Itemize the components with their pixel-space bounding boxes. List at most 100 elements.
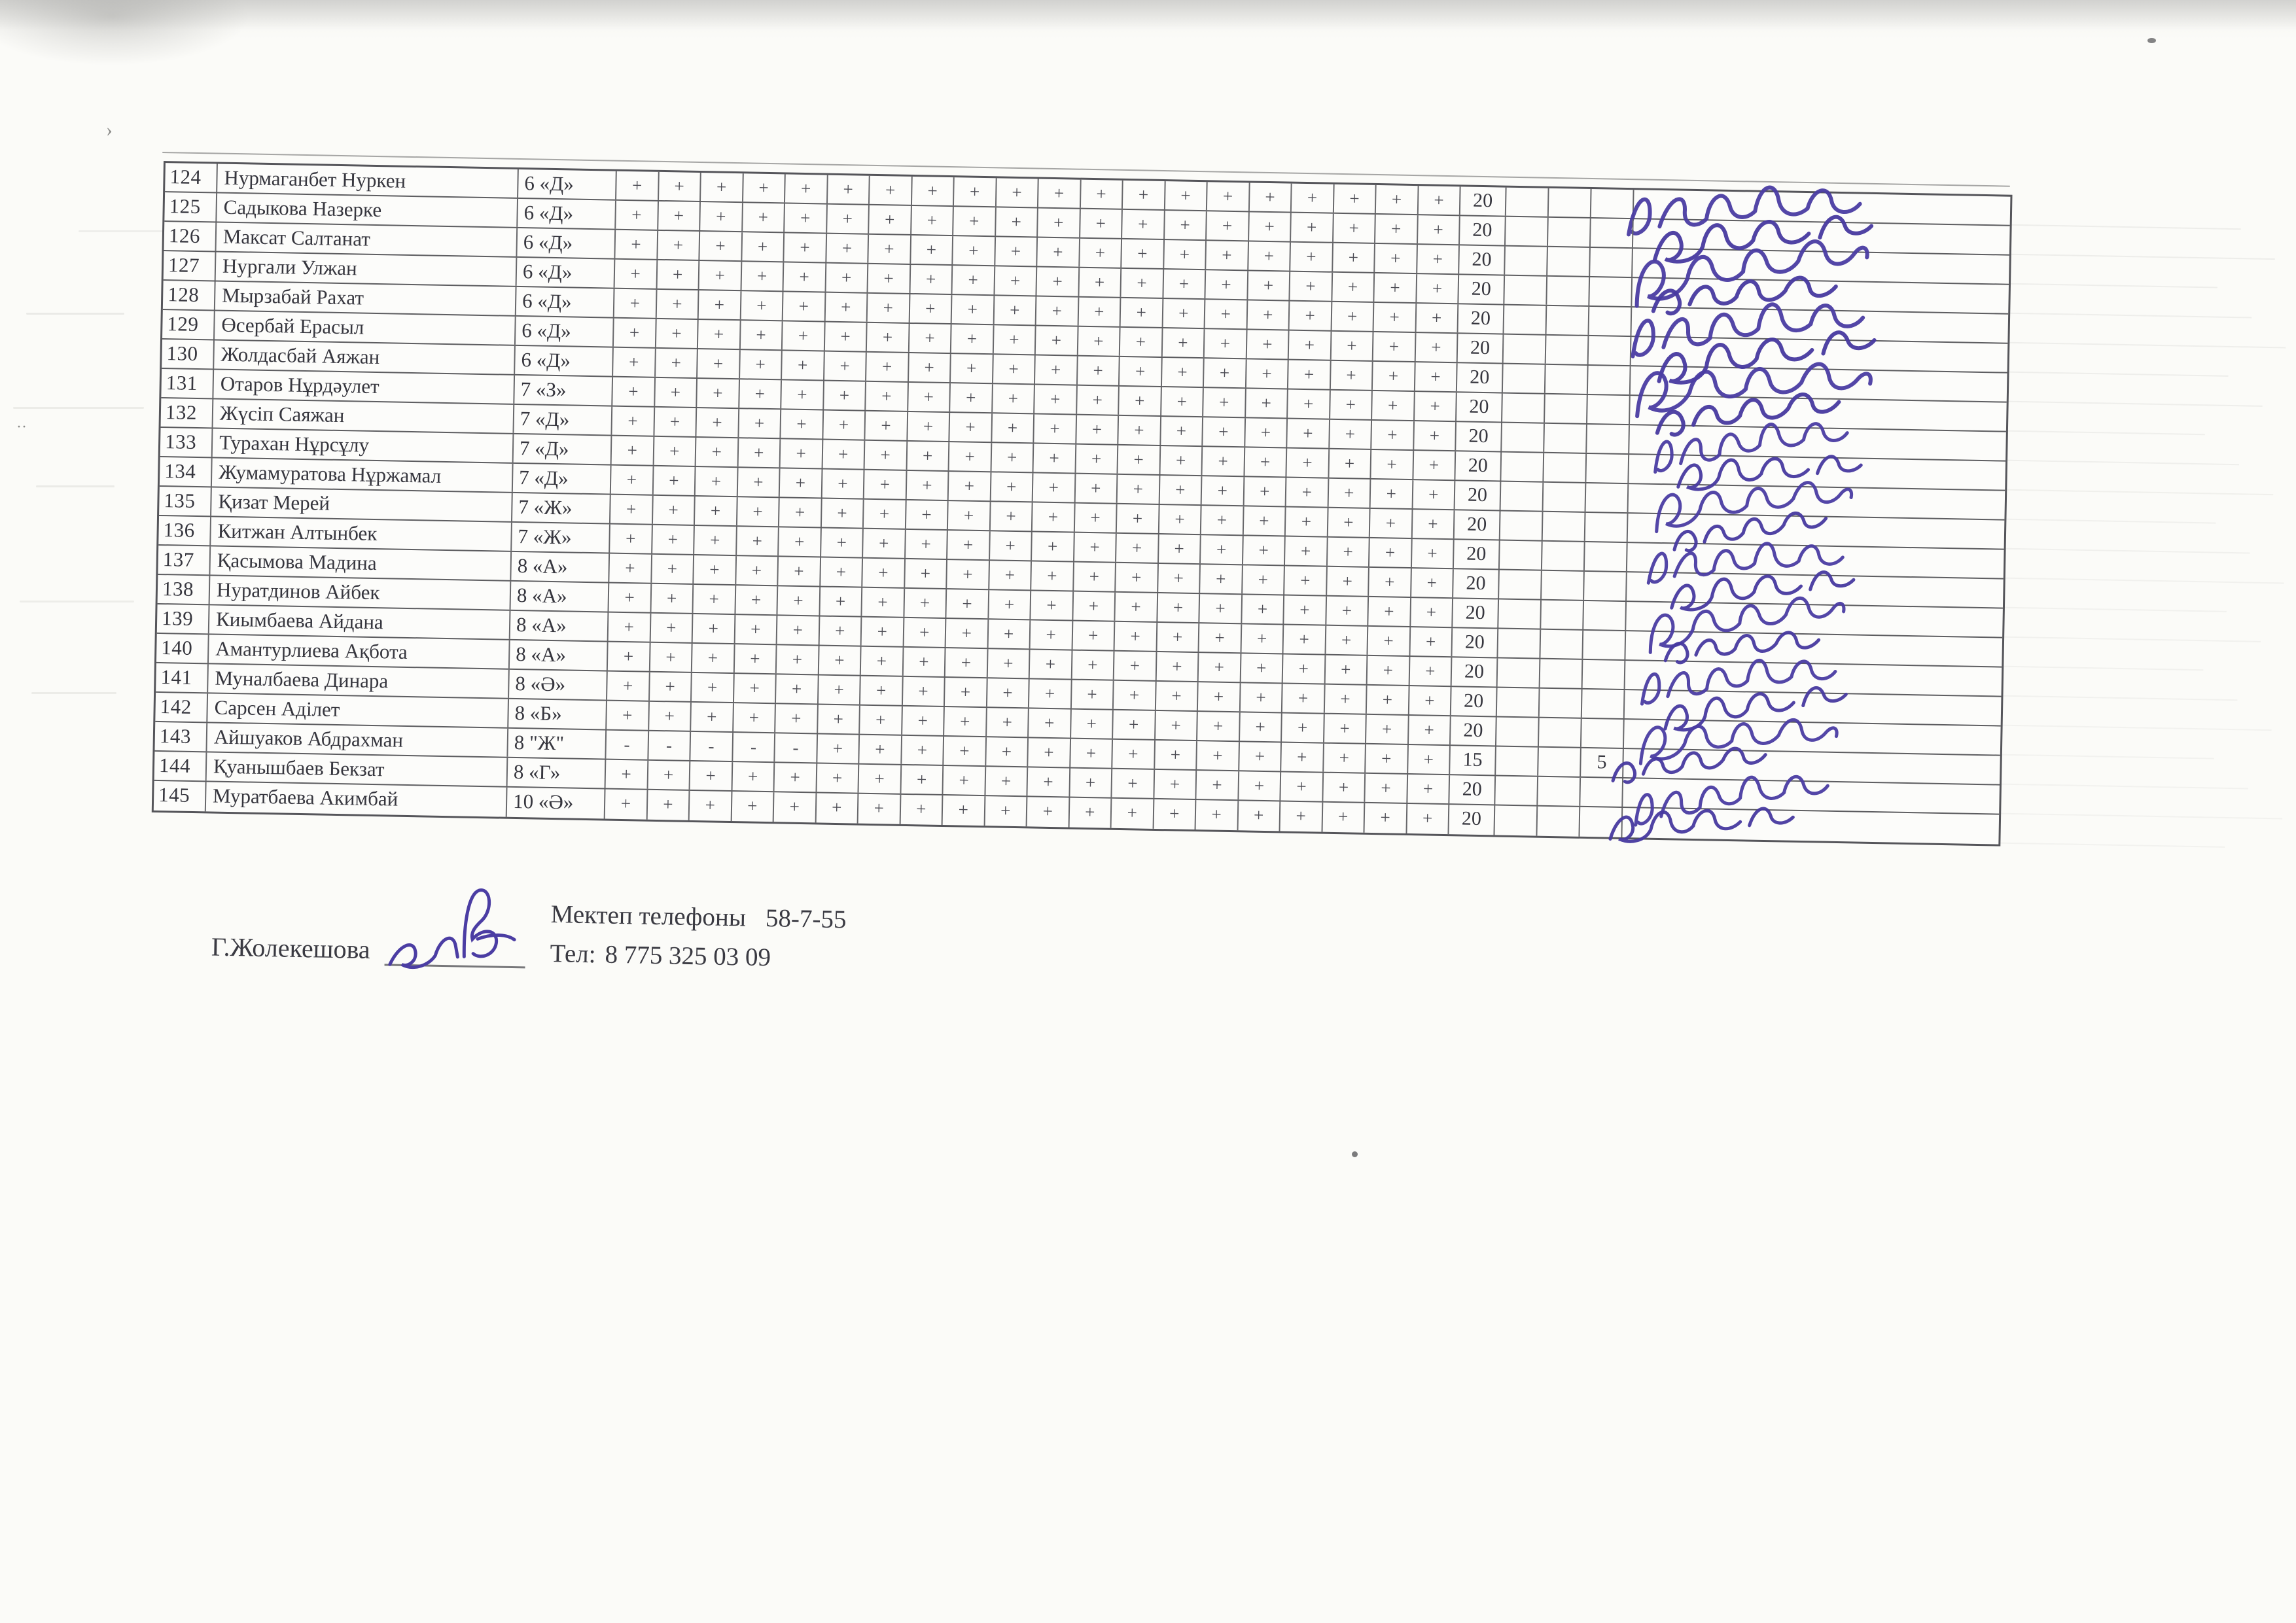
- scan-ghost-line: [2008, 312, 2252, 319]
- class-cell: 8 «А»: [509, 640, 609, 671]
- attendance-mark-cell: +: [1072, 591, 1116, 621]
- attendance-mark-cell: +: [996, 178, 1039, 207]
- extra-cell-1: [1501, 452, 1545, 481]
- attendance-mark-cell: +: [1031, 561, 1074, 591]
- student-name-cell: Китжан Алтынбек: [211, 517, 512, 551]
- signature-cell: [1629, 455, 2005, 491]
- student-name-cell: Мырзабай Рахат: [215, 281, 517, 315]
- row-number-cell: 131: [161, 369, 215, 398]
- total-cell: 20: [1458, 304, 1505, 334]
- extra-cell-2: [1547, 247, 1591, 276]
- attendance-mark-cell: +: [1372, 361, 1416, 391]
- scan-speck: [1352, 1151, 1358, 1157]
- attendance-mark-cell: +: [735, 585, 779, 615]
- class-cell: 6 «Д»: [518, 198, 617, 229]
- total-cell: 20: [1459, 245, 1506, 275]
- attendance-mark-cell: +: [989, 531, 1033, 561]
- attendance-mark-cell: +: [1412, 510, 1455, 539]
- scan-ghost-line: [2002, 665, 2204, 671]
- attendance-mark-cell: +: [1281, 742, 1324, 772]
- attendance-mark-cell: +: [1078, 297, 1122, 326]
- total-cell: 20: [1451, 687, 1498, 716]
- attendance-mark-cell: +: [944, 737, 987, 766]
- class-cell: 8 "Ж": [508, 728, 607, 759]
- attendance-mark-cell: +: [1327, 537, 1370, 567]
- attendance-mark-cell: +: [782, 321, 826, 351]
- attendance-mark-cell: +: [994, 266, 1038, 296]
- attendance-mark-cell: +: [610, 524, 653, 553]
- attendance-mark-cell: +: [613, 318, 657, 347]
- row-number-cell: 141: [156, 663, 209, 693]
- scan-streak: [79, 230, 164, 232]
- signature-scribble: [1638, 718, 1839, 765]
- attendance-mark-cell: +: [1287, 419, 1330, 448]
- attendance-mark-cell: +: [1328, 478, 1371, 508]
- row-number-cell: 135: [159, 486, 212, 516]
- attendance-mark-cell: +: [911, 205, 954, 236]
- attendance-mark-cell: +: [951, 354, 994, 383]
- attendance-mark-cell: +: [1416, 304, 1459, 333]
- attendance-mark-cell: +: [1113, 680, 1157, 710]
- total-cell: 20: [1449, 805, 1496, 835]
- attendance-mark-cell: +: [616, 200, 659, 230]
- attendance-mark-cell: +: [1070, 709, 1114, 739]
- attendance-mark-cell: +: [1200, 535, 1244, 565]
- attendance-mark-cell: +: [995, 237, 1038, 266]
- attendance-mark-cell: +: [658, 201, 701, 231]
- attendance-mark-cell: +: [610, 495, 654, 524]
- attendance-mark-cell: +: [987, 678, 1030, 708]
- attendance-mark-cell: +: [1284, 566, 1328, 595]
- scan-streak: [31, 692, 116, 694]
- attendance-mark-cell: +: [993, 355, 1036, 384]
- attendance-mark-cell: +: [1286, 448, 1330, 478]
- attendance-mark-cell: +: [908, 353, 951, 383]
- attendance-mark-cell: +: [819, 646, 862, 675]
- scan-ghost-line: [1999, 783, 2248, 790]
- attendance-mark-cell: +: [1162, 328, 1205, 358]
- attendance-mark-cell: +: [781, 410, 824, 439]
- attendance-mark-cell: +: [701, 173, 744, 202]
- table-row: 142 Сарсен Аділет 8 «Б» + + + + + + + + + + + + + + + + + + +…: [155, 692, 2001, 765]
- total-cell: 20: [1455, 451, 1502, 481]
- attendance-mark-cell: +: [1203, 417, 1246, 447]
- attendance-mark-cell: +: [780, 439, 823, 468]
- attendance-mark-cell: +: [700, 202, 743, 232]
- attendance-mark-cell: +: [1328, 449, 1372, 478]
- table-row: 137 Қасымова Мадина 8 «А» + + + + + + + + + + + + + + + + +…: [158, 545, 2004, 612]
- signature-cell: [1631, 302, 2008, 358]
- footer-signature-scribble: [388, 888, 516, 969]
- attendance-mark-cell: +: [1161, 387, 1204, 417]
- extra-cell-2: [1540, 629, 1584, 659]
- table-row: 130 Жолдасбай Аяжан 6 «Д» + + + + + + + + + + + + + + + + +…: [162, 340, 2007, 419]
- attendance-mark-cell: +: [1325, 655, 1368, 684]
- scan-ghost-line: [2000, 754, 2214, 759]
- attendance-mark-cell: +: [732, 792, 775, 822]
- attendance-mark-cell: +: [605, 789, 648, 820]
- attendance-mark-cell: +: [1117, 474, 1160, 504]
- attendance-mark-cell: +: [694, 555, 737, 585]
- signature-scribble: [1627, 185, 1862, 237]
- attendance-mark-cell: +: [818, 675, 861, 705]
- scan-ghost-line: [2004, 518, 2216, 524]
- signature-cell: [1632, 275, 2009, 316]
- attendance-mark-cell: +: [816, 763, 860, 793]
- attendance-mark-cell: +: [825, 292, 868, 322]
- scan-ghost-line: [2000, 724, 2272, 731]
- attendance-mark-cell: +: [1246, 330, 1290, 359]
- attendance-mark-cell: +: [1114, 621, 1157, 651]
- attendance-mark-cell: +: [1157, 563, 1201, 593]
- extra-cell-2: [1547, 276, 1591, 305]
- attendance-mark-cell: +: [1199, 623, 1242, 653]
- attendance-mark-cell: +: [1248, 212, 1292, 241]
- attendance-mark-cell: +: [947, 531, 991, 560]
- extra-cell-2: [1547, 217, 1591, 247]
- attendance-mark-cell: +: [608, 612, 651, 642]
- attendance-mark-cell: +: [1326, 596, 1369, 625]
- student-name-cell: Муратбаева Акимбай: [205, 782, 508, 817]
- class-cell: 6 «Д»: [517, 228, 616, 258]
- attendance-mark-cell: +: [1413, 480, 1456, 510]
- extra-cell-1: [1498, 629, 1542, 658]
- student-name-cell: Нурмаганбет Нуркен: [217, 164, 519, 198]
- footer-block: Г.Жолекешова Мектеп телефоны 58-7-55 Тел:…: [211, 888, 847, 975]
- attendance-mark-cell: +: [1288, 389, 1331, 419]
